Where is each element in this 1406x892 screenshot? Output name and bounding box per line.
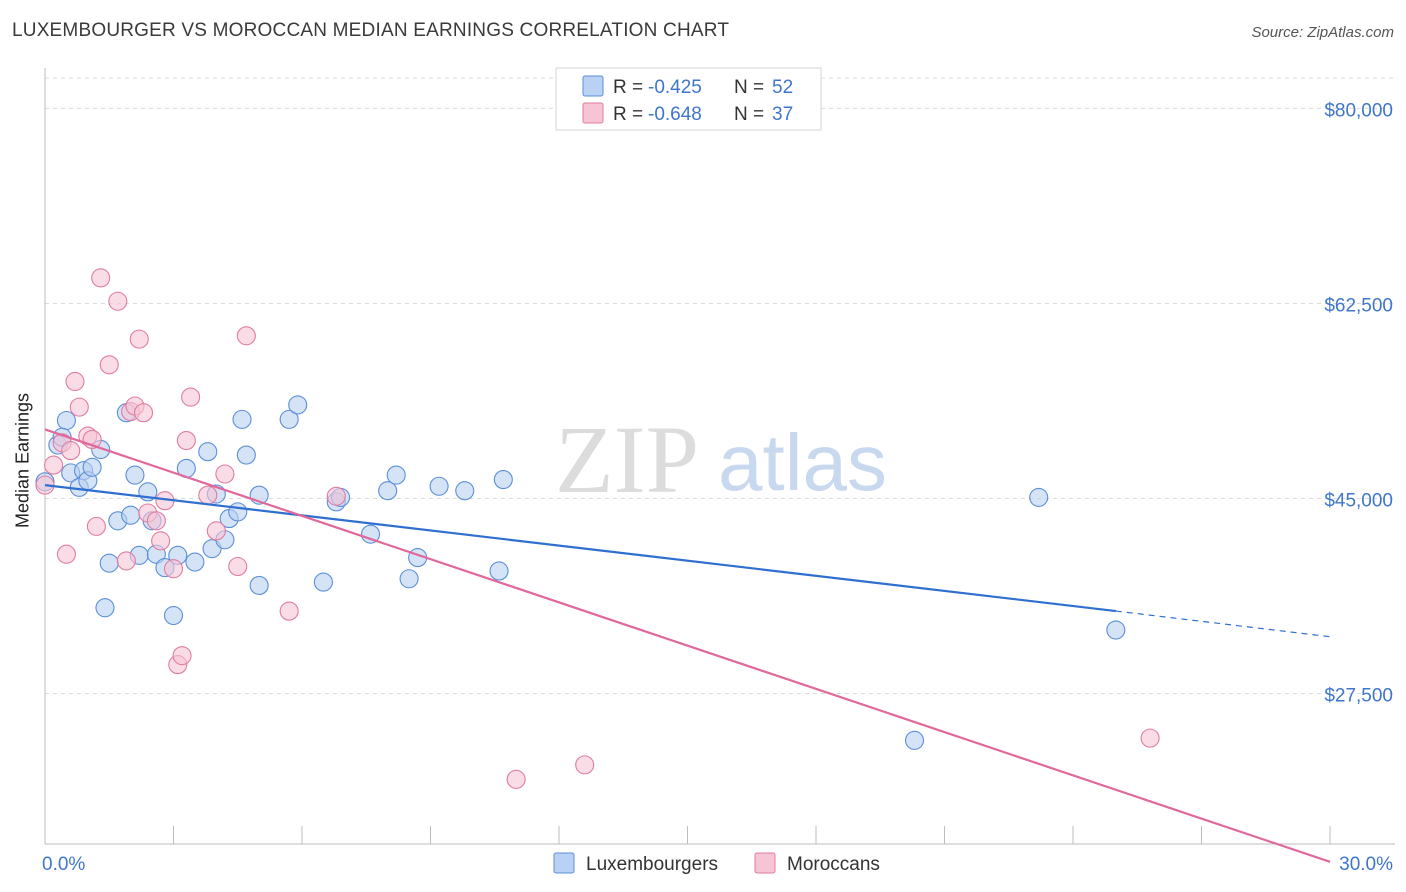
blue-point-40 — [360, 524, 381, 544]
gridlines — [45, 77, 1395, 695]
blue-point-35 — [279, 409, 299, 429]
y-tick-label-2: $45,000 — [1324, 491, 1393, 512]
pink-point-24 — [176, 431, 196, 451]
pink-point-3 — [61, 441, 81, 461]
blue-point-45 — [429, 476, 449, 496]
blue-point-50 — [1106, 620, 1126, 640]
watermark: ZIP atlas — [555, 406, 887, 513]
blue-point-46 — [455, 481, 475, 501]
pink-point-23 — [172, 646, 192, 666]
legend-r-value-2: -0.648 — [648, 104, 702, 125]
blue-point-49 — [1029, 487, 1049, 507]
series-legend-label-1: Luxembourgers — [586, 854, 718, 875]
legend-swatch-blue — [582, 75, 604, 97]
axes — [44, 68, 1395, 845]
series-legend-swatch-pink — [754, 852, 776, 874]
blue-point-51 — [904, 730, 925, 750]
blue-point-30 — [228, 502, 248, 522]
pink-point-15 — [129, 329, 149, 349]
pink-point-8 — [86, 516, 106, 536]
pink-point-1 — [44, 455, 64, 475]
pink-point-4 — [65, 371, 85, 392]
blue-point-47 — [489, 561, 509, 581]
pink-point-18 — [146, 511, 166, 531]
y-tick-label-3: $27,500 — [1324, 686, 1393, 707]
stats-legend: R = -0.425 N = 52 R = -0.648 N = 37 — [555, 67, 822, 131]
source-note: Source: ZipAtlas.com — [1251, 24, 1394, 41]
pink-point-32 — [326, 486, 346, 506]
blue-point-31 — [232, 409, 252, 429]
pink-point-31 — [279, 601, 299, 621]
x-tick-label-0: 0.0% — [42, 854, 85, 875]
blue-point-43 — [399, 569, 419, 589]
pink-point-16 — [133, 403, 154, 423]
blue-point-24 — [185, 552, 205, 572]
blue-trend-extension — [1115, 610, 1331, 638]
pink-point-25 — [181, 387, 201, 407]
legend-n-value-2: 37 — [772, 104, 793, 125]
blue-point-41 — [378, 481, 398, 501]
trend-lines — [44, 428, 1331, 863]
blue-point-14 — [121, 505, 141, 525]
pink-point-5 — [69, 397, 89, 417]
blue-point-8 — [82, 457, 102, 477]
moroccan-points — [35, 268, 1160, 789]
legend-n-label-1: N = — [734, 77, 764, 98]
series-legend: Luxembourgers Moroccans — [553, 852, 880, 875]
series-legend-swatch-blue — [553, 852, 575, 874]
blue-point-33 — [249, 575, 269, 595]
blue-trend-line — [44, 484, 1116, 613]
blue-point-25 — [198, 442, 218, 462]
legend-n-value-1: 52 — [772, 77, 793, 98]
pink-point-34 — [575, 755, 595, 775]
pink-trend-line — [44, 428, 1331, 863]
blue-point-36 — [288, 395, 308, 415]
legend-swatch-pink — [582, 102, 604, 124]
x-tick-label-1: 30.0% — [1339, 854, 1393, 875]
pink-point-12 — [116, 551, 136, 571]
pink-point-26 — [198, 485, 218, 505]
pink-point-21 — [163, 559, 184, 579]
y-tick-label-1: $62,500 — [1324, 295, 1393, 316]
blue-point-42 — [386, 465, 406, 485]
blue-point-32 — [236, 445, 256, 465]
blue-point-15 — [125, 465, 145, 485]
pink-point-36 — [56, 544, 76, 564]
watermark-atlas: atlas — [718, 418, 887, 507]
watermark-zip: ZIP — [555, 406, 699, 513]
blue-point-10 — [95, 598, 115, 618]
blue-point-21 — [163, 605, 184, 626]
chart-title: LUXEMBOURGER VS MOROCCAN MEDIAN EARNINGS… — [12, 20, 730, 41]
legend-r-value-1: -0.425 — [648, 77, 702, 98]
pink-point-11 — [108, 291, 128, 311]
blue-point-37 — [313, 572, 333, 592]
x-tick-labels: 0.0% 30.0% — [42, 854, 1393, 875]
legend-n-label-2: N = — [734, 104, 764, 125]
blue-point-1 — [56, 410, 76, 431]
pink-point-27 — [206, 521, 226, 541]
pink-point-28 — [215, 464, 235, 484]
legend-r-label-2: R = — [613, 104, 643, 125]
pink-point-19 — [151, 531, 171, 551]
blue-point-11 — [99, 553, 119, 573]
y-tick-labels: $80,000 $62,500 $45,000 $27,500 — [1324, 100, 1393, 706]
pink-point-9 — [91, 268, 111, 288]
pink-point-35 — [1140, 728, 1160, 748]
pink-point-10 — [99, 355, 119, 375]
y-tick-label-0: $80,000 — [1324, 100, 1393, 121]
series-legend-label-2: Moroccans — [787, 854, 880, 875]
pink-point-30 — [236, 326, 256, 346]
blue-point-48 — [493, 470, 513, 490]
legend-r-label-1: R = — [613, 77, 643, 98]
pink-point-29 — [228, 556, 248, 577]
pink-point-33 — [506, 769, 526, 789]
